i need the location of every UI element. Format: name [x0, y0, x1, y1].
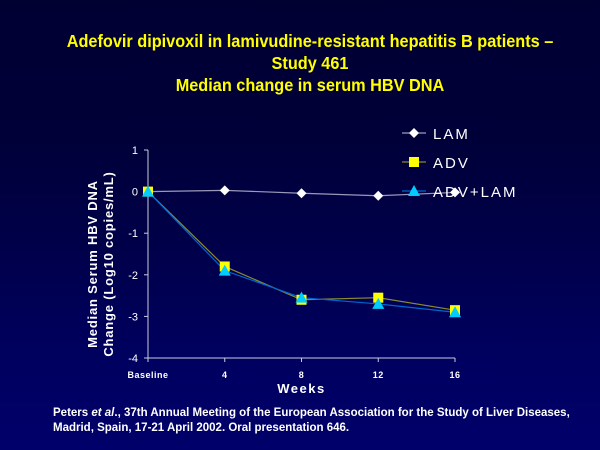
legend-marker-adv — [409, 157, 419, 167]
legend-marker-lam — [409, 128, 419, 138]
legend-label-lam: LAM — [433, 126, 470, 143]
data-point-adv-lam — [218, 264, 231, 276]
data-point-lam — [296, 188, 307, 199]
data-point-adv — [373, 292, 384, 303]
data-point-lam — [373, 190, 384, 201]
x-tick-label: 16 — [449, 370, 460, 380]
data-point-adv-lam — [449, 306, 461, 318]
footnote-etal: et al — [91, 407, 115, 419]
x-tick-label: 4 — [222, 370, 228, 380]
title-line-1: Adefovir dipivoxil in lamivudine-resista… — [66, 31, 554, 51]
data-point-adv-lam — [372, 297, 385, 309]
legend-marker-adv-lam — [408, 185, 420, 196]
x-tick-label: Baseline — [127, 370, 168, 380]
y-tick-label: -4 — [128, 353, 138, 365]
y-tick-label: 0 — [132, 187, 138, 199]
y-tick-label: -2 — [128, 270, 138, 282]
data-point-lam — [219, 185, 230, 196]
x-tick-label: 8 — [299, 370, 305, 380]
legend-label-adv-lam: ADV+LAM — [433, 184, 517, 201]
data-point-lam — [450, 187, 460, 198]
y-axis-label-line1: Median Serum HBV DNA — [85, 180, 100, 348]
footnote-author: Peters — [53, 407, 92, 419]
x-axis-label: Weeks — [277, 381, 325, 396]
data-point-adv-lam — [295, 291, 308, 303]
title-line-3: Median change in serum HBV DNA — [175, 75, 445, 95]
slide-title: Adefovir dipivoxil in lamivudine-resista… — [40, 30, 579, 96]
y-tick-label: 1 — [132, 145, 138, 157]
y-tick-label: -3 — [128, 311, 138, 323]
footnote: Peters et al., 37th Annual Meeting of th… — [53, 406, 573, 436]
data-point-adv-lam — [142, 185, 154, 197]
y-axis-label-line2: Change (Log10 copies/mL) — [101, 171, 116, 356]
footnote-text: ., 37th Annual Meeting of the European A… — [53, 407, 570, 434]
x-tick-label: 12 — [373, 370, 384, 380]
y-tick-label: -1 — [128, 228, 138, 240]
title-line-2: Study 461 — [271, 53, 349, 73]
legend-label-adv: ADV — [433, 155, 470, 172]
